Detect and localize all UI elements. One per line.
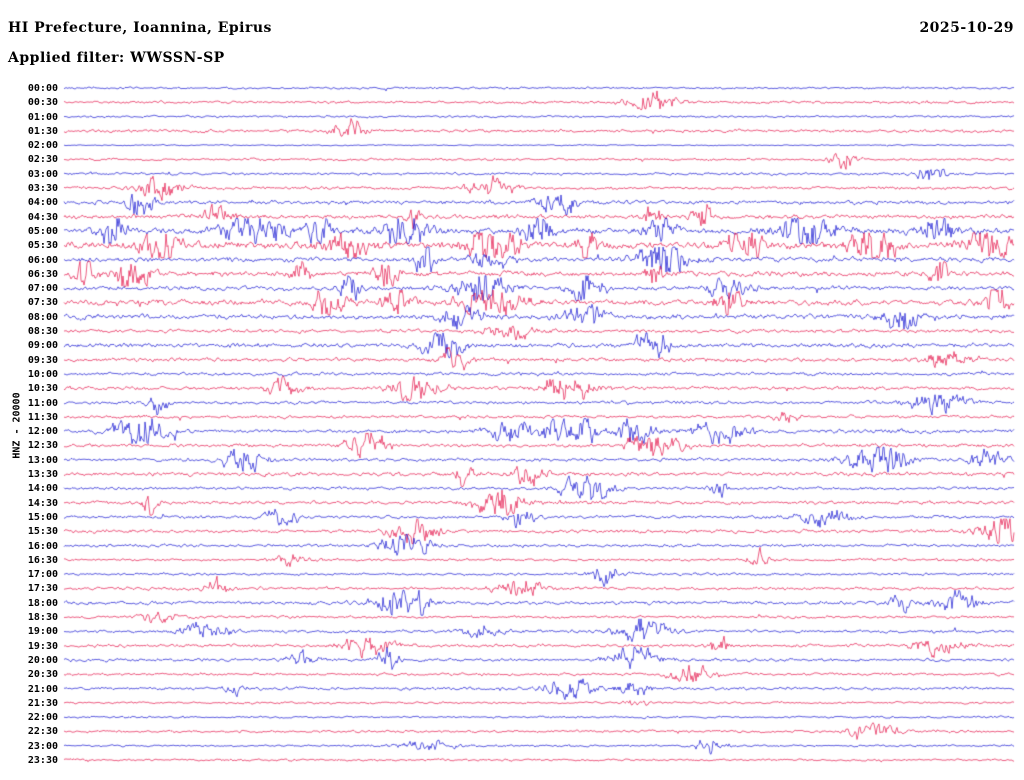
row-label: 16:30: [27, 554, 58, 566]
row-label: 14:00: [27, 483, 58, 495]
row-label: 22:00: [27, 712, 58, 724]
row-label: 14:30: [27, 497, 58, 509]
row-label: 18:30: [27, 612, 58, 624]
row-label: 08:30: [27, 326, 58, 338]
row-label: 11:00: [27, 397, 58, 409]
row-label: 07:30: [27, 297, 58, 309]
row-label: 00:00: [27, 83, 58, 94]
row-label: 05:00: [27, 225, 58, 237]
row-label: 03:00: [27, 168, 58, 180]
row-label: 19:30: [27, 640, 58, 652]
row-label: 05:30: [27, 240, 58, 252]
row-label: 11:30: [27, 411, 58, 423]
row-label: 22:30: [27, 726, 58, 738]
row-label: 20:00: [27, 654, 58, 666]
row-label: 12:00: [27, 426, 58, 438]
row-label: 21:30: [27, 697, 58, 709]
row-label: 02:30: [27, 154, 58, 166]
row-label: 18:00: [27, 597, 58, 609]
row-label: 23:30: [27, 755, 58, 766]
row-label: 04:00: [27, 197, 58, 209]
row-label: 12:30: [27, 440, 58, 452]
row-label: 06:30: [27, 268, 58, 280]
row-label: 03:30: [27, 183, 58, 195]
row-label: 01:30: [27, 125, 58, 137]
row-label: 15:00: [27, 511, 58, 523]
row-label: 10:00: [27, 368, 58, 380]
row-label: 02:00: [27, 140, 58, 152]
row-label: 06:00: [27, 254, 58, 266]
row-label: 21:00: [27, 683, 58, 695]
row-label: 19:00: [27, 626, 58, 638]
row-label: 20:30: [27, 669, 58, 681]
row-label: 04:30: [27, 211, 58, 223]
row-label: 09:00: [27, 340, 58, 352]
row-label: 01:00: [27, 111, 58, 123]
row-label: 09:30: [27, 354, 58, 366]
row-label: 15:30: [27, 526, 58, 538]
row-label: 00:30: [27, 97, 58, 109]
row-label: 13:30: [27, 469, 58, 481]
row-label: 16:00: [27, 540, 58, 552]
row-label: 17:00: [27, 569, 58, 581]
row-label: 08:00: [27, 311, 58, 323]
row-label: 17:30: [27, 583, 58, 595]
row-label: 10:30: [27, 383, 58, 395]
row-label: 13:00: [27, 454, 58, 466]
row-label: 07:00: [27, 283, 58, 295]
row-label: 23:00: [27, 740, 58, 752]
